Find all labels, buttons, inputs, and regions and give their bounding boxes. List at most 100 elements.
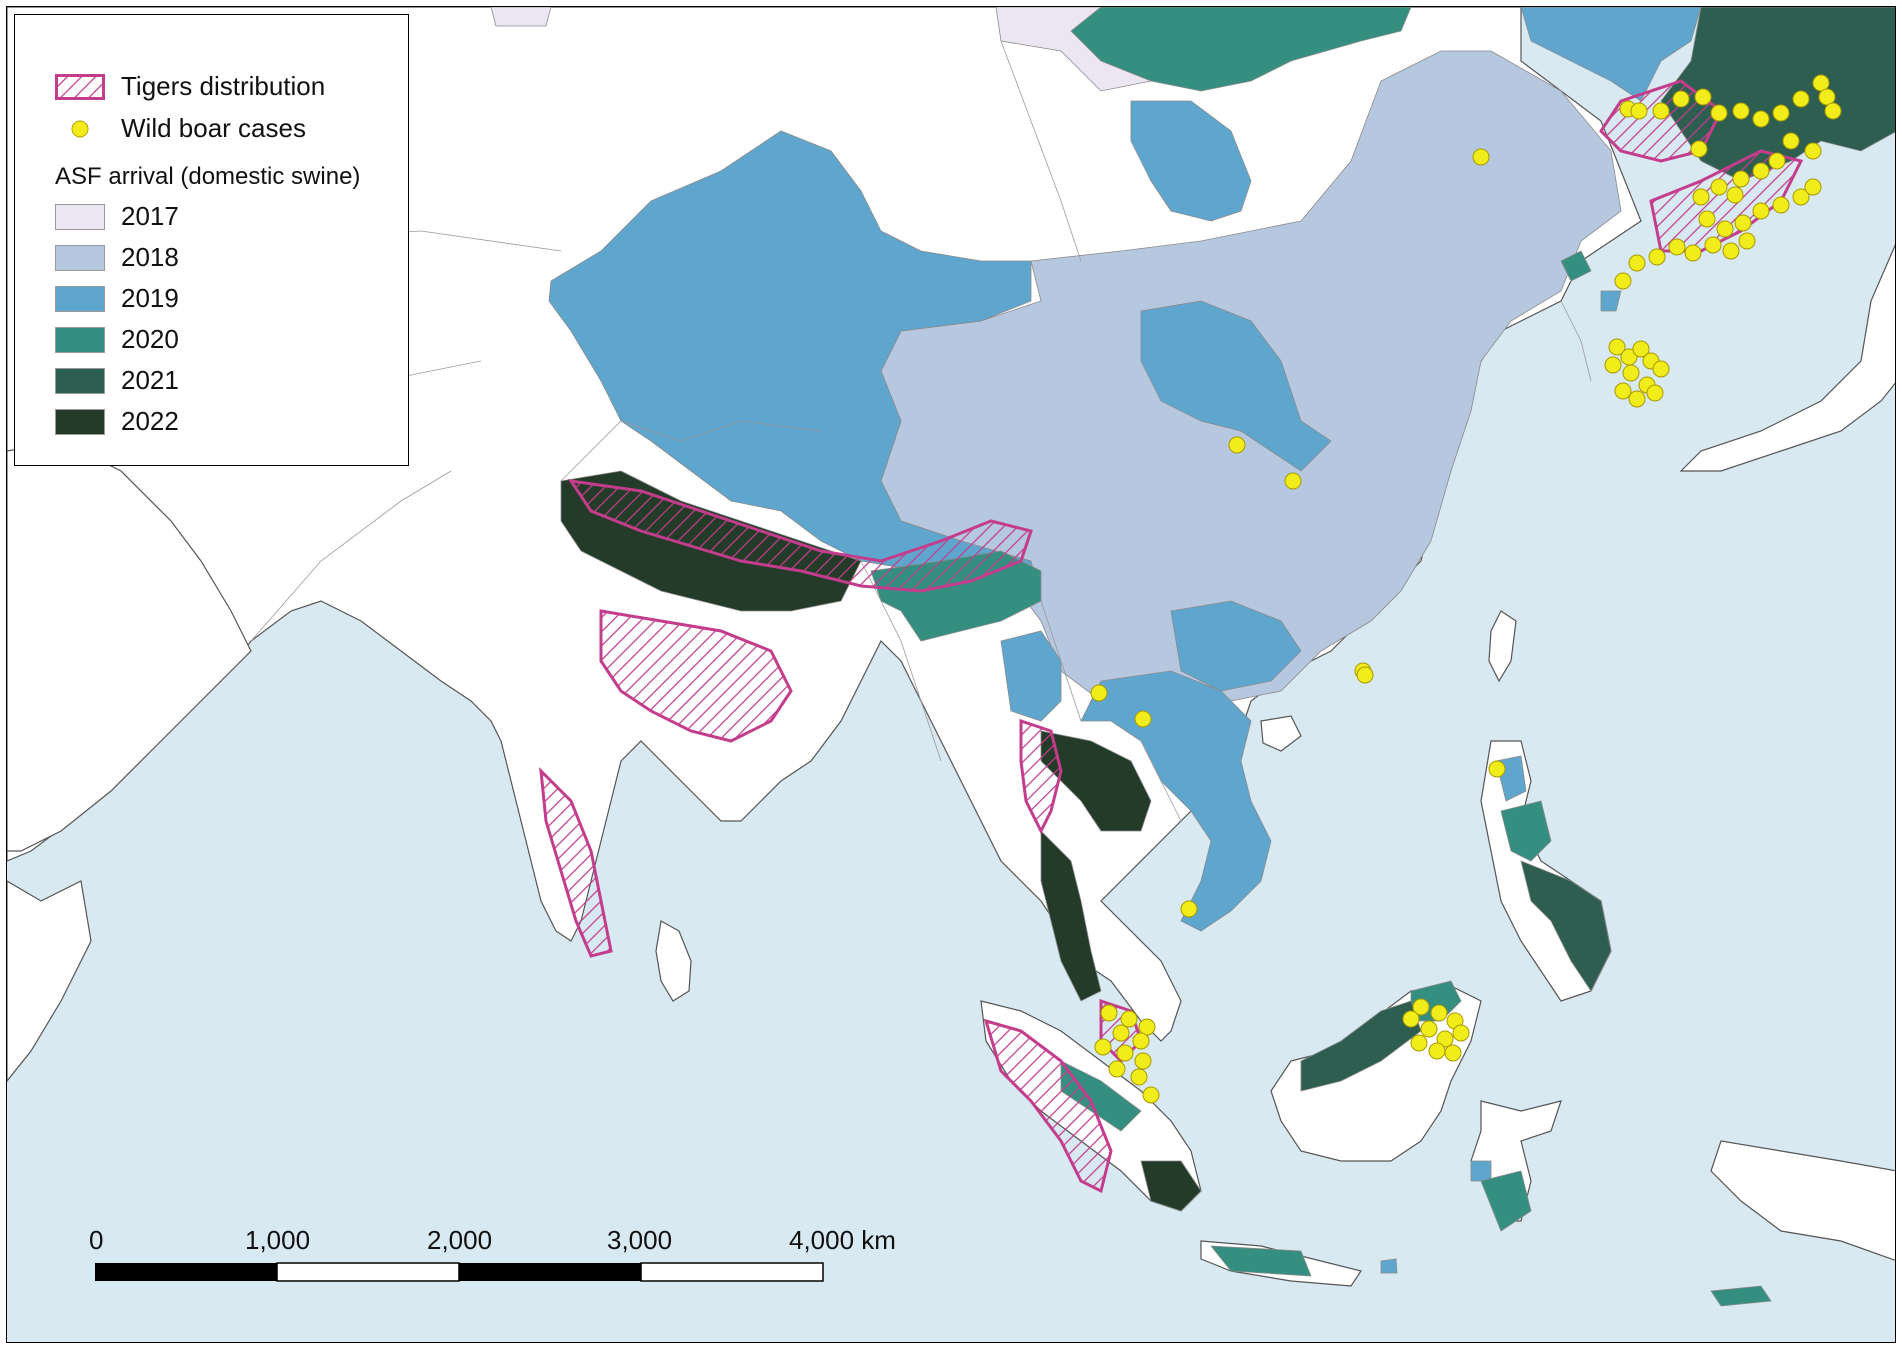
legend-label-boar: Wild boar cases	[121, 113, 306, 143]
wild-boar-case-point	[1648, 248, 1666, 266]
wild-boar-case-point	[1792, 90, 1810, 108]
wild-boar-case-point	[1732, 170, 1750, 188]
wild-boar-case-point	[1804, 178, 1822, 196]
wild-boar-case-point	[1768, 152, 1786, 170]
legend-item-boar: Wild boar cases	[55, 113, 306, 144]
wild-boar-case-point	[1430, 1004, 1448, 1022]
legend-item-2017: 2017	[55, 201, 179, 232]
scale-label-0: 0	[89, 1225, 104, 1255]
region-2020-philippines	[1500, 800, 1552, 862]
wild-boar-case-point	[1472, 148, 1490, 166]
tiger-range-myanmar-thai	[1019, 718, 1063, 835]
wild-boar-case-point	[1652, 102, 1670, 120]
swatch-2018	[55, 244, 105, 271]
region-2022-sumatra-south	[1140, 1160, 1202, 1212]
wild-boar-case-point	[1738, 232, 1756, 250]
legend-label-tigers: Tigers distribution	[121, 71, 326, 101]
horn-of-africa	[7, 880, 92, 1082]
scale-label-3000: 3,000	[607, 1225, 673, 1255]
wild-boar-case-point	[1436, 1030, 1454, 1048]
wild-boar-case-point	[1732, 102, 1750, 120]
legend-item-2021: 2021	[55, 365, 179, 396]
wild-boar-case-point	[1134, 1052, 1152, 1070]
swatch-2020	[55, 326, 105, 353]
legend-label-2021: 2021	[121, 365, 179, 395]
wild-boar-case-point	[1420, 1020, 1438, 1038]
wild-boar-case-point	[1410, 1034, 1428, 1052]
wild-boar-case-point	[1412, 998, 1430, 1016]
wild-boar-case-point	[1692, 188, 1710, 206]
wild-boar-case-point	[1094, 1038, 1112, 1056]
region-2019-korea-tip	[1600, 290, 1622, 312]
wild-boar-case-point	[1752, 110, 1770, 128]
boar-point-swatch	[71, 120, 89, 137]
wild-boar-case-point	[1628, 254, 1646, 272]
legend-item-2018: 2018	[55, 242, 179, 273]
sri-lanka	[655, 920, 692, 1002]
wild-boar-case-point	[1428, 1042, 1446, 1060]
wild-boar-case-point	[1622, 364, 1640, 382]
wild-boar-case-point	[1604, 356, 1622, 374]
region-2019-java	[1380, 1258, 1398, 1274]
wild-boar-case-point	[1452, 1024, 1470, 1042]
region-2020-sulawesi	[1480, 1170, 1532, 1232]
swatch-2021	[55, 367, 105, 394]
wild-boar-case-point	[1710, 178, 1728, 196]
legend-title-arrival: ASF arrival (domestic swine)	[55, 163, 361, 190]
region-2020-java	[1210, 1245, 1312, 1277]
tiger-range-western-ghats	[539, 766, 613, 958]
tiger-range-amur	[1599, 79, 1723, 163]
legend-item-2020: 2020	[55, 324, 179, 355]
wild-boar-case-point	[1704, 236, 1722, 254]
legend-item-tigers: Tigers distribution	[55, 71, 325, 102]
wild-boar-case-point	[1684, 244, 1702, 262]
wild-boar-case-point	[1608, 338, 1626, 356]
swatch-2019	[55, 285, 105, 312]
wild-boar-case-point	[1772, 196, 1790, 214]
tigers-hatch-swatch	[55, 73, 105, 100]
region-2019-south-china	[1170, 600, 1302, 692]
scale-label-1000: 1,000	[245, 1225, 311, 1255]
region-2017-north	[490, 7, 552, 27]
region-2022-peninsula	[1040, 830, 1102, 1002]
map-legend: Tigers distribution Wild boar cases ASF …	[14, 14, 409, 466]
wild-boar-case-point	[1652, 360, 1670, 378]
wild-boar-case-point	[1116, 1044, 1134, 1062]
wild-boar-case-point	[1734, 214, 1752, 232]
wild-boar-case-point	[1130, 1068, 1148, 1086]
wild-boar-case-point	[1228, 436, 1246, 454]
wild-boar-case-point	[1752, 202, 1770, 220]
region-2019-myanmar-north	[1000, 630, 1062, 722]
tiger-range-himalaya	[567, 479, 1033, 593]
wild-boar-case-point	[1694, 88, 1712, 106]
wild-boar-case-point	[1772, 104, 1790, 122]
swatch-2022	[55, 408, 105, 435]
wild-boar-case-point	[1402, 1010, 1420, 1028]
legend-label-2022: 2022	[121, 406, 179, 436]
region-2019-sulawesi	[1470, 1160, 1492, 1182]
wild-boar-case-point	[1782, 132, 1800, 150]
wild-boar-case-point	[1722, 242, 1740, 260]
wild-boar-case-point	[1112, 1024, 1130, 1042]
region-2020-timor	[1710, 1285, 1772, 1307]
arabia	[7, 440, 252, 852]
wild-boar-case-point	[1444, 1044, 1462, 1062]
wild-boar-case-point	[1632, 340, 1650, 358]
legend-label-2020: 2020	[121, 324, 179, 354]
taiwan	[1488, 610, 1517, 683]
wild-boar-case-point	[1284, 472, 1302, 490]
asf-arrival-layer	[490, 7, 1895, 1307]
legend-item-2022: 2022	[55, 406, 179, 437]
wild-boar-case-point	[1668, 238, 1686, 256]
legend-item-2019: 2019	[55, 283, 179, 314]
wild-boar-case-point	[1614, 272, 1632, 290]
region-2019-mongolia	[1130, 100, 1252, 222]
japan	[1679, 244, 1895, 472]
wild-boar-case-point	[1710, 104, 1728, 122]
wild-boar-case-point	[1824, 102, 1842, 120]
wild-boar-case-point	[1142, 1086, 1160, 1104]
wild-boar-case-point	[1630, 102, 1648, 120]
wild-boar-case-point	[1804, 142, 1822, 160]
map-canvas[interactable]	[7, 7, 1896, 1343]
region-2019-central	[1140, 300, 1332, 472]
